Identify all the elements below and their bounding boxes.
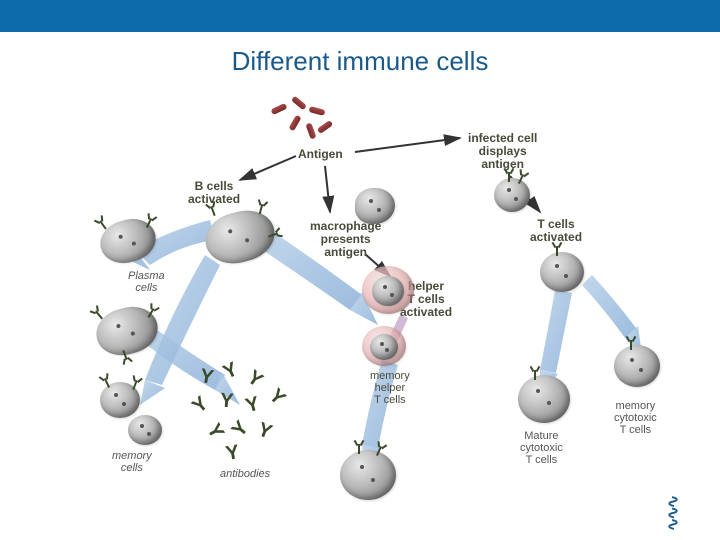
mature-cyto-label: Mature cytotoxic T cells [520,430,563,466]
corner-logo: ∿∿∿ [663,495,683,529]
memory-cyto-cell [614,345,660,387]
immune-diagram: Antigen infected cell displays antigen B… [0,80,720,540]
header-bar [0,0,720,32]
memory-cell-2 [128,415,162,445]
antigen-particles [265,98,345,138]
plasma-cell-1 [96,213,161,268]
macrophage-label: macrophage presents antigen [310,220,381,260]
effector-cell-bottom [340,450,396,500]
antigen-label: Antigen [298,148,343,161]
tcells-label: T cells activated [530,218,582,244]
tcell-main [540,252,584,292]
helper-inner [372,276,404,306]
page-title: Different immune cells [0,46,720,77]
memory-cyto-label: memory cytotoxic T cells [614,400,657,436]
infected-label: infected cell displays antigen [468,132,537,172]
antibody-cluster: Y Y Y Y Y Y Y Y Y Y Y [190,360,300,460]
antibodies-label: antibodies [220,468,270,480]
memory-helper-inner [370,334,398,360]
plasma-label: Plasma cells [128,270,165,294]
memory-helper-label: memory helper T cells [370,370,410,406]
infected-cell [494,178,530,212]
memory-cells-label: memory cells [112,450,152,474]
mature-cyto-cell [518,375,570,423]
macrophage-cell [355,188,395,224]
